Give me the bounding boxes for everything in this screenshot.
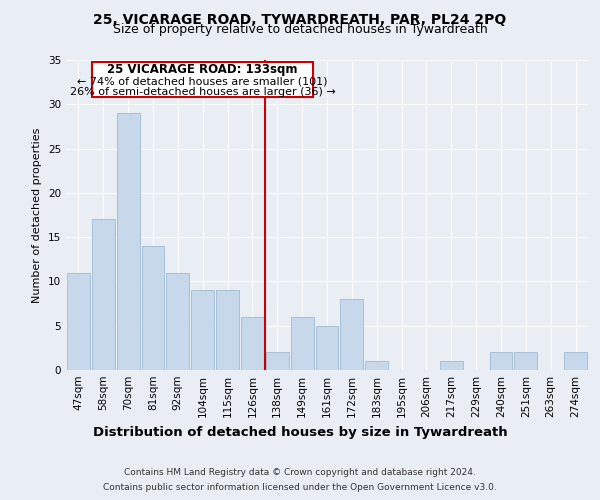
Bar [166, 272, 189, 370]
Text: ← 74% of detached houses are smaller (101): ← 74% of detached houses are smaller (10… [77, 76, 328, 86]
Bar [564, 352, 587, 370]
Bar [365, 361, 388, 370]
Text: 25 VICARAGE ROAD: 133sqm: 25 VICARAGE ROAD: 133sqm [107, 63, 298, 76]
Text: Distribution of detached houses by size in Tywardreath: Distribution of detached houses by size … [92, 426, 508, 439]
Bar [142, 246, 164, 370]
Bar [117, 113, 140, 370]
Bar [490, 352, 512, 370]
Bar [92, 220, 115, 370]
FancyBboxPatch shape [92, 62, 313, 97]
Text: 25, VICARAGE ROAD, TYWARDREATH, PAR, PL24 2PQ: 25, VICARAGE ROAD, TYWARDREATH, PAR, PL2… [94, 12, 506, 26]
Bar [514, 352, 537, 370]
Bar [291, 317, 314, 370]
Text: 26% of semi-detached houses are larger (36) →: 26% of semi-detached houses are larger (… [70, 87, 335, 97]
Bar [191, 290, 214, 370]
Bar [67, 272, 90, 370]
Bar [340, 299, 363, 370]
Bar [266, 352, 289, 370]
Bar [241, 317, 264, 370]
Text: Contains HM Land Registry data © Crown copyright and database right 2024.: Contains HM Land Registry data © Crown c… [124, 468, 476, 477]
Y-axis label: Number of detached properties: Number of detached properties [32, 128, 43, 302]
Text: Size of property relative to detached houses in Tywardreath: Size of property relative to detached ho… [113, 22, 487, 36]
Bar [440, 361, 463, 370]
Bar [216, 290, 239, 370]
Text: Contains public sector information licensed under the Open Government Licence v3: Contains public sector information licen… [103, 483, 497, 492]
Bar [316, 326, 338, 370]
